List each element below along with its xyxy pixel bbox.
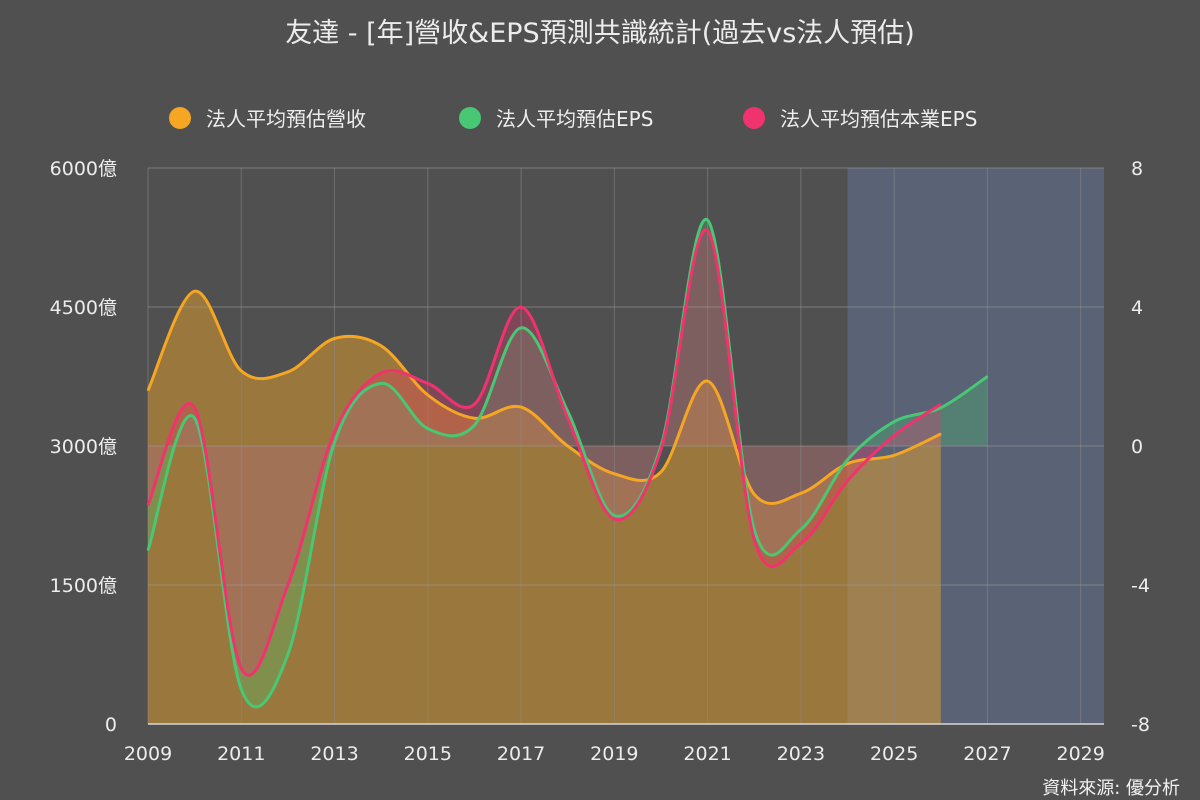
series-1-point <box>380 345 382 347</box>
x-tick-label: 2021 <box>683 743 731 765</box>
legend-marker-2 <box>459 107 481 129</box>
series-1-point <box>753 493 756 495</box>
series-3-line <box>146 228 942 677</box>
series-1-point <box>193 290 196 293</box>
series-3-point <box>893 434 895 437</box>
x-tick-label: 2015 <box>404 743 452 765</box>
series-2-point <box>333 441 336 444</box>
series-1-point <box>846 462 849 465</box>
axis-layer: 2009 2011 2013 2015 2017 2019 2021 2023 2025 2027… <box>50 158 1150 765</box>
series-3-area <box>148 229 941 676</box>
x-tick-label: 2023 <box>777 743 825 765</box>
series-3-point <box>753 539 756 541</box>
series-2-point <box>473 424 476 426</box>
series-1-area <box>148 291 941 724</box>
series-1-point <box>613 473 616 475</box>
series-1-point <box>333 337 336 340</box>
line-layer <box>146 218 989 709</box>
legend-label-2: 法人平均預估EPS <box>496 107 653 131</box>
series-2-point <box>846 459 849 461</box>
y-left-tick-label: 3000億 <box>50 436 117 458</box>
series-1-point <box>893 454 895 457</box>
x-tick-label: 2011 <box>217 743 265 765</box>
series-3-point <box>520 306 522 308</box>
y-right-tick-label: -4 <box>1131 575 1150 597</box>
series-3-point <box>566 417 569 420</box>
series-2-point <box>147 549 149 552</box>
series-1-point <box>706 380 709 382</box>
series-2-point <box>893 420 895 423</box>
series-2-point <box>520 327 522 329</box>
source-note: 資料來源: 優分析 <box>1042 778 1180 799</box>
series-1-point <box>147 389 149 392</box>
x-tick-label: 2019 <box>590 743 638 765</box>
legend-marker-3 <box>743 107 765 129</box>
area-layer <box>148 219 988 724</box>
grid-layer <box>147 167 1104 725</box>
y-right-tick-label: -8 <box>1131 714 1150 736</box>
series-3-point <box>660 448 662 451</box>
series-3-point <box>800 542 802 545</box>
series-2-point <box>986 375 989 378</box>
series-3-point <box>427 382 429 385</box>
series-3-point <box>193 406 196 409</box>
legend-label-1: 法人平均預估營收 <box>206 107 366 131</box>
series-1-point <box>520 406 522 408</box>
series-3-point <box>846 479 849 482</box>
series-3-point <box>613 518 616 520</box>
series-1-point <box>939 433 942 435</box>
series-1-point <box>240 370 243 372</box>
series-2-point <box>566 410 569 413</box>
series-2-point <box>706 219 709 221</box>
y-left-tick-label: 1500億 <box>50 575 117 597</box>
y-right-tick-label: 4 <box>1131 297 1143 319</box>
series-1-point <box>800 492 802 495</box>
series-3-point <box>333 431 336 433</box>
series-2-point <box>240 688 243 691</box>
series-1-point <box>660 471 662 473</box>
x-tick-label: 2027 <box>963 743 1011 765</box>
series-2-point <box>800 528 802 531</box>
legend-label-3: 法人平均預估本業EPS <box>780 107 977 131</box>
series-2-point <box>380 382 382 385</box>
series-3-point <box>240 667 243 670</box>
series-3-point <box>473 403 476 406</box>
y-right-tick-label: 8 <box>1131 158 1143 180</box>
series-2-point <box>939 406 942 409</box>
y-left-tick-label: 4500億 <box>50 297 117 319</box>
series-1-point <box>427 394 429 396</box>
series-2-area <box>148 219 988 707</box>
x-tick-label: 2013 <box>310 743 358 765</box>
series-2-point <box>193 417 196 420</box>
series-1-point <box>287 371 289 373</box>
x-tick-label: 2025 <box>870 743 918 765</box>
series-3-point <box>287 584 289 586</box>
x-tick-label: 2009 <box>124 743 172 765</box>
x-tick-label: 2029 <box>1057 743 1105 765</box>
x-tick-label: 2017 <box>497 743 545 765</box>
series-2-point <box>753 528 756 531</box>
series-3-point <box>380 372 382 374</box>
series-1-point <box>566 445 569 447</box>
legend: 法人平均預估營收 法人平均預估EPS 法人平均預估本業EPS <box>169 107 977 131</box>
series-3-point <box>939 403 942 406</box>
y-left-tick-label: 6000億 <box>50 158 117 180</box>
y-left-tick-label: 0 <box>105 714 117 736</box>
series-1-point <box>473 417 476 420</box>
y-right-tick-label: 0 <box>1131 436 1143 458</box>
series-2-point <box>287 653 289 656</box>
series-2-point <box>613 514 616 517</box>
legend-marker-1 <box>169 107 191 129</box>
chart-title: 友達 - [年]營收&EPS預測共識統計(過去vs法人預估) <box>285 18 915 49</box>
series-3-point <box>147 504 149 506</box>
series-3-point <box>706 229 709 232</box>
series-2-point <box>427 427 429 430</box>
